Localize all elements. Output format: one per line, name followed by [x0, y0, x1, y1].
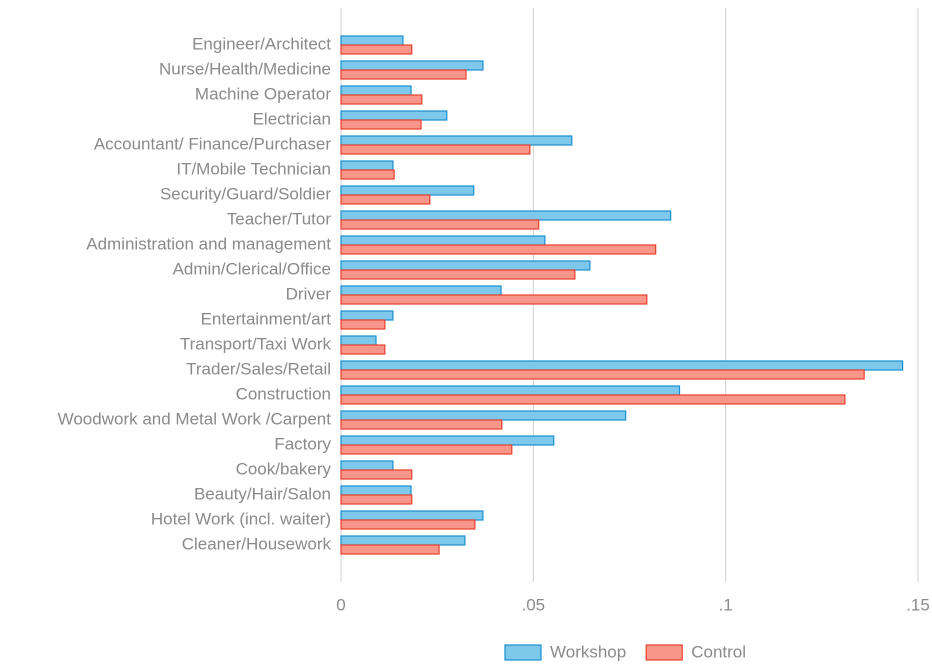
y-tick-label: Accountant/ Finance/Purchaser [94, 134, 332, 153]
y-tick-label: Transport/Taxi Work [180, 334, 332, 353]
bar [340, 119, 422, 130]
legend-label: Control [691, 642, 746, 661]
bar [340, 160, 394, 171]
y-tick-label: Teacher/Tutor [227, 209, 332, 228]
bar [340, 510, 484, 521]
legend-swatch [645, 644, 683, 661]
y-tick-label: Construction [236, 384, 331, 403]
bar [340, 519, 476, 530]
bar [340, 135, 573, 146]
y-tick-label: Nurse/Health/Medicine [159, 59, 331, 78]
bar [340, 435, 555, 446]
bar [340, 69, 467, 80]
bar [340, 169, 395, 180]
y-tick-label: IT/Mobile Technician [176, 159, 331, 178]
bar [340, 385, 681, 396]
bar [340, 219, 540, 230]
bar [340, 285, 502, 296]
y-tick-label: Woodwork and Metal Work /Carpent [58, 409, 332, 428]
bar [340, 494, 413, 505]
bar [340, 394, 846, 405]
y-tick-label: Factory [274, 434, 331, 453]
bar [340, 85, 412, 96]
y-tick-label: Beauty/Hair/Salon [194, 484, 331, 503]
bar [340, 419, 503, 430]
bar [340, 94, 423, 105]
bar [340, 294, 648, 305]
bar [340, 360, 904, 371]
bar [340, 485, 412, 496]
bar [340, 460, 394, 471]
bar [340, 210, 672, 221]
bar [340, 194, 431, 205]
bar [340, 244, 657, 255]
x-tick-label: .15 [906, 595, 930, 614]
bar [340, 269, 576, 280]
y-tick-label: Machine Operator [195, 84, 331, 103]
y-tick-label: Engineer/Architect [192, 34, 331, 53]
bar [340, 144, 531, 155]
y-tick-label: Hotel Work (incl. waiter) [151, 509, 331, 528]
bar [340, 335, 377, 346]
x-tick-label: .1 [719, 595, 733, 614]
y-tick-label: Cleaner/Housework [182, 534, 332, 553]
legend-swatch [504, 644, 542, 661]
y-tick-label: Administration and management [86, 234, 331, 253]
bar [340, 235, 546, 246]
y-tick-label: Electrician [253, 109, 331, 128]
bar [340, 185, 475, 196]
x-tick-label: .05 [522, 595, 546, 614]
bar [340, 44, 413, 55]
bar [340, 535, 466, 546]
y-tick-label: Cook/bakery [236, 459, 332, 478]
x-tick-label: 0 [336, 595, 345, 614]
y-tick-label: Trader/Sales/Retail [186, 359, 331, 378]
legend-label: Workshop [550, 642, 626, 661]
bar [340, 110, 448, 121]
y-tick-label: Admin/Clerical/Office [173, 259, 331, 278]
bar [340, 410, 627, 421]
bar [340, 319, 386, 330]
bar [340, 444, 513, 455]
bar [340, 344, 386, 355]
bar [340, 469, 413, 480]
bar [340, 60, 484, 71]
bar [340, 369, 865, 380]
bar [340, 544, 440, 555]
bar [340, 35, 404, 46]
y-tick-label: Security/Guard/Soldier [160, 184, 331, 203]
y-tick-label: Driver [286, 284, 332, 303]
bar [340, 260, 591, 271]
y-tick-label: Entertainment/art [201, 309, 332, 328]
bar [340, 310, 394, 321]
